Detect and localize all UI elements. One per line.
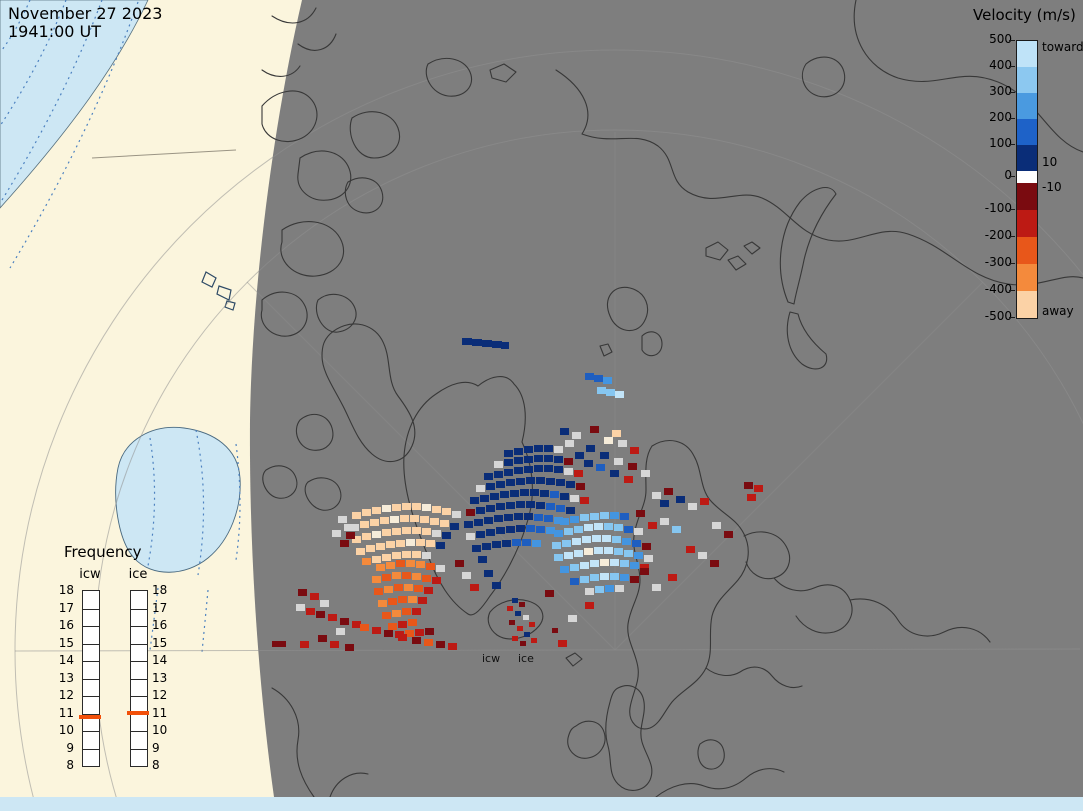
bottom-ocean-strip — [0, 797, 1083, 811]
day-dotted-graticule — [0, 0, 241, 653]
coastlines — [260, 0, 1083, 798]
day-ocean-shapes — [0, 0, 241, 573]
night-region — [249, 0, 1083, 797]
